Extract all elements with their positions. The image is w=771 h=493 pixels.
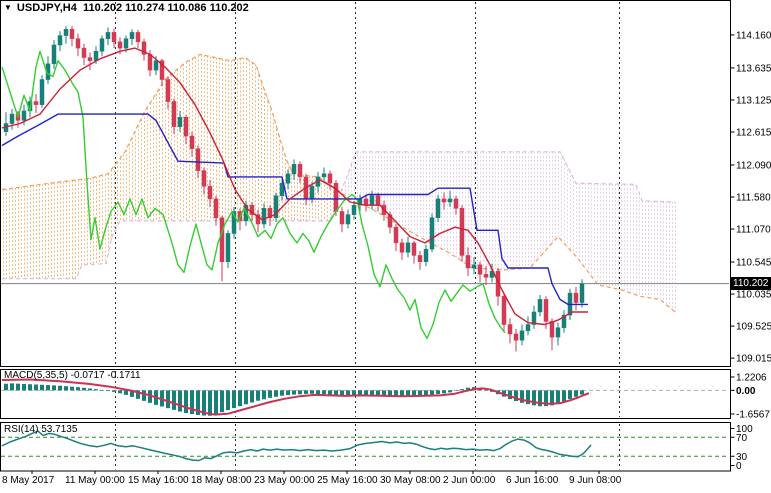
pane-borders bbox=[0, 0, 731, 472]
kijun-sen-line bbox=[1, 113, 588, 306]
time-tick-label: 2 Jun 00:00 bbox=[443, 475, 496, 486]
price-tick-label: 111.580 bbox=[736, 193, 771, 204]
price-tick-label: 111.070 bbox=[736, 225, 771, 236]
time-tick-label: 23 May 00:00 bbox=[254, 475, 315, 486]
rsi-line bbox=[1, 430, 592, 462]
rsi-tick-label: 0 bbox=[736, 461, 742, 472]
current-price-tag: 110.202 bbox=[731, 277, 771, 290]
symbol-dropdown-icon[interactable]: ▼ bbox=[4, 3, 12, 12]
rsi-tick-label: 70 bbox=[736, 433, 748, 444]
macd-pane[interactable] bbox=[1, 378, 729, 416]
chart-title: ▼ USDJPY,H4 110.202 110.274 110.086 110.… bbox=[4, 2, 249, 14]
price-tick-label: 110.035 bbox=[736, 290, 771, 301]
price-tick-label: 109.015 bbox=[736, 354, 771, 365]
price-tick-label: 110.545 bbox=[736, 258, 771, 269]
ichimoku-lines bbox=[1, 47, 588, 340]
tenkan-sen-line bbox=[1, 47, 588, 326]
senkou-span-b-line bbox=[2, 151, 676, 280]
macd-tick-label: 0.00 bbox=[736, 386, 756, 397]
symbol-ohlc-title: USDJPY,H4 110.202 110.274 110.086 110.20… bbox=[16, 2, 249, 14]
price-tick-label: 114.160 bbox=[736, 30, 771, 41]
rsi-indicator-label[interactable]: RSI(14) 53.7135 bbox=[4, 424, 78, 435]
time-tick-label: 11 May 00:00 bbox=[65, 475, 125, 486]
time-tick-label: 30 May 08:00 bbox=[380, 475, 441, 486]
candlesticks bbox=[3, 26, 585, 352]
macd-indicator-label[interactable]: MACD(5,35,5) -0.0717 -0.1711 bbox=[4, 370, 141, 381]
price-tick-label: 113.125 bbox=[736, 95, 771, 106]
rsi-pane[interactable] bbox=[1, 430, 729, 462]
rsi-tick-label: 30 bbox=[736, 452, 748, 463]
time-tick-label: 6 Jun 16:00 bbox=[506, 475, 559, 486]
rsi-tick-label: 100 bbox=[736, 424, 753, 435]
macd-tick-label: -1.6567 bbox=[736, 410, 770, 421]
time-tick-label: 25 May 16:00 bbox=[317, 475, 378, 486]
time-tick-label: 18 May 08:00 bbox=[191, 475, 252, 486]
time-axis: 8 May 2017 11 May 00:00 15 May 16:00 18 May… bbox=[2, 471, 622, 486]
senkou-span-a-line bbox=[1, 53, 676, 313]
price-tick-label: 109.525 bbox=[736, 322, 771, 333]
price-axis: 114.160 113.635 113.125 112.615 112.090 111.5… bbox=[730, 30, 771, 472]
time-tick-label: 15 May 16:00 bbox=[128, 475, 189, 486]
macd-signal-line bbox=[1, 378, 590, 416]
price-tick-label: 112.090 bbox=[736, 160, 771, 171]
time-tick-label: 8 May 2017 bbox=[2, 475, 55, 486]
price-tick-label: 112.615 bbox=[736, 127, 771, 138]
macd-tick-label: 1.2206 bbox=[736, 373, 767, 384]
ichimoku-cloud bbox=[1, 53, 676, 313]
time-tick-label: 9 Jun 08:00 bbox=[569, 475, 622, 486]
chikou-span-line bbox=[1, 50, 506, 340]
price-tick-label: 113.635 bbox=[736, 63, 771, 74]
